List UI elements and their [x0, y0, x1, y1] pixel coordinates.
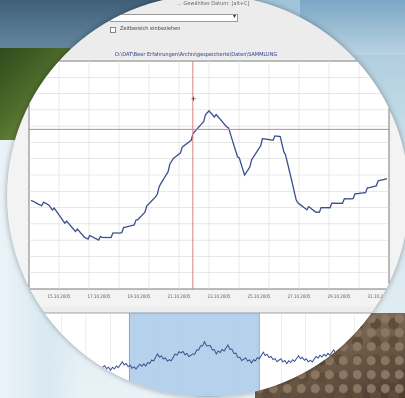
chevron-down-icon[interactable]: ▾	[232, 13, 236, 20]
main-chart[interactable]: +15.10.2005 17.10.2005 19.10.2005 21.10.200…	[7, 0, 405, 397]
x-tick-label: 15.10.2005	[48, 294, 71, 299]
window-title: ... Gewähltes Datum: [alt+C]	[177, 1, 250, 7]
overview-series-line	[86, 338, 370, 372]
x-tick-label: 31.10.2005	[368, 294, 391, 299]
time-range-checkbox-label: Zeitbereich einbeziehen	[120, 26, 181, 32]
series-line	[30, 109, 388, 241]
x-tick-label: 25.10.2005	[248, 294, 271, 299]
chart-title: D:\DAT\Beer Erfahrungen\Archiv\gespeiche…	[115, 52, 278, 58]
cursor-icon: +	[191, 95, 197, 103]
time-range-checkbox[interactable]	[110, 27, 116, 33]
x-tick-label: 19.10.2005	[128, 294, 151, 299]
selection-range	[128, 312, 260, 397]
x-tick-label: 29.10.2005	[328, 294, 351, 299]
overview-chart[interactable]	[7, 307, 405, 397]
x-tick-label: 27.10.2005	[288, 294, 311, 299]
app-toolbar: ... Gewähltes Datum: [alt+C] ▾ Zeitberei…	[7, 0, 405, 59]
x-tick-label: 21.10.2005	[168, 294, 191, 299]
dataset-select[interactable]: ▾	[110, 13, 238, 22]
x-tick-label: 17.10.2005	[88, 294, 111, 299]
magnifier-lens: ... Gewähltes Datum: [alt+C] ▾ Zeitberei…	[7, 0, 405, 397]
x-tick-label: 23.10.2005	[208, 294, 231, 299]
